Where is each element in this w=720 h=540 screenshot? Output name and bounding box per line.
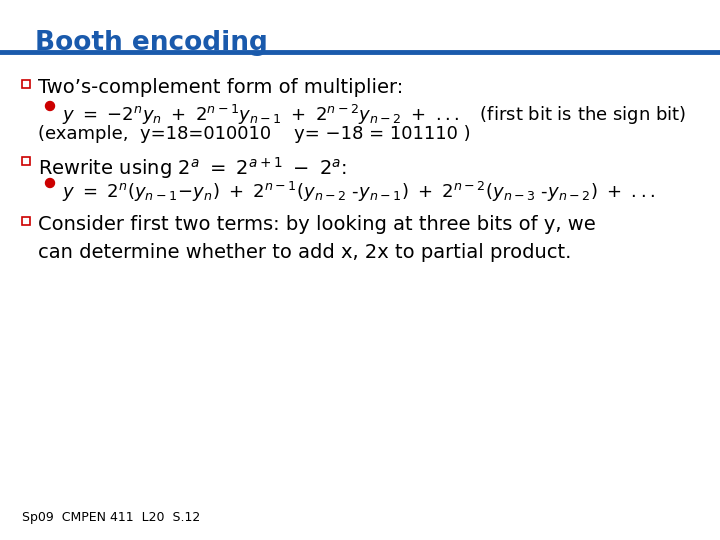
Circle shape bbox=[45, 179, 55, 187]
Text: Sp09  CMPEN 411  L20  S.12: Sp09 CMPEN 411 L20 S.12 bbox=[22, 511, 200, 524]
Bar bbox=[22, 80, 30, 88]
Circle shape bbox=[45, 102, 55, 111]
Text: Rewrite using $2^a\ =\ 2^{a+1}\ -\ 2^a$:: Rewrite using $2^a\ =\ 2^{a+1}\ -\ 2^a$: bbox=[38, 155, 347, 181]
Text: $y\ =\ 2^n(y_{n-1}\!-\!y_n)\ +\ 2^{n-1}(y_{n-2}\ \text{-}y_{n-1})\ +\ 2^{n-2}(y_: $y\ =\ 2^n(y_{n-1}\!-\!y_n)\ +\ 2^{n-1}(… bbox=[62, 180, 655, 204]
Bar bbox=[22, 217, 30, 225]
Bar bbox=[22, 157, 30, 165]
Text: Booth encoding: Booth encoding bbox=[35, 30, 268, 56]
Text: Two’s-complement form of multiplier:: Two’s-complement form of multiplier: bbox=[38, 78, 403, 97]
Text: Consider first two terms: by looking at three bits of y, we
can determine whethe: Consider first two terms: by looking at … bbox=[38, 215, 595, 262]
Text: $y\ =\ {-2}^n y_n\ +\ 2^{n-1}y_{n-1}\ +\ 2^{n-2}y_{n-2}\ +\ ...$   (first bit is: $y\ =\ {-2}^n y_n\ +\ 2^{n-1}y_{n-1}\ +\… bbox=[62, 103, 686, 127]
Text: (example,  y=18=010010    y= −18 = 101110 ): (example, y=18=010010 y= −18 = 101110 ) bbox=[38, 125, 471, 143]
